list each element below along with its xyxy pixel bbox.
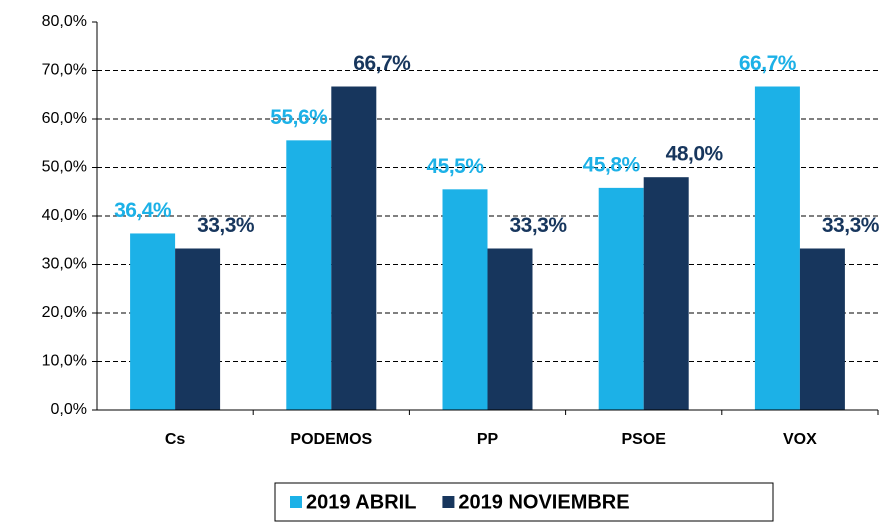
bar [487,248,533,410]
bar [643,177,689,410]
bar [442,189,488,410]
value-label: 66,7% [353,52,411,75]
value-label: 45,8% [583,153,641,176]
y-tick-label: 60,0% [42,110,87,127]
bar [175,248,221,410]
x-tick-label: VOX [783,431,817,448]
legend-box [274,482,774,522]
bar [598,187,644,410]
legend: 2019 ABRIL 2019 NOVIEMBRE [274,482,774,522]
y-tick-label: 0,0% [51,401,87,418]
y-tick-label: 30,0% [42,256,87,273]
value-label: 36,4% [114,199,172,222]
bar [754,86,800,410]
legend-swatch [442,496,455,508]
y-tick-label: 70,0% [42,62,87,79]
bar [130,233,176,410]
y-tick-label: 50,0% [42,159,87,176]
bar [331,86,377,410]
value-label: 66,7% [739,52,797,75]
x-tick-label: PODEMOS [290,431,372,448]
x-tick-label: Cs [165,431,186,448]
x-tick-label: PSOE [621,431,666,448]
x-tick-label: PP [477,431,499,448]
legend-label: 2019 NOVIEMBRE [458,491,629,513]
value-label: 48,0% [666,143,724,166]
y-tick-label: 20,0% [42,304,87,321]
y-tick-label: 40,0% [42,207,87,224]
value-label: 33,3% [509,214,567,237]
y-tick-label: 10,0% [42,353,87,370]
value-label: 33,3% [822,214,880,237]
value-label: 55,6% [270,106,328,129]
bar [799,248,845,410]
value-label: 45,5% [426,155,484,178]
legend-label: 2019 ABRIL [306,491,416,513]
y-tick-label: 80,0% [42,13,87,30]
bar [286,140,332,410]
legend-swatch [290,496,302,508]
value-label: 33,3% [197,214,255,237]
